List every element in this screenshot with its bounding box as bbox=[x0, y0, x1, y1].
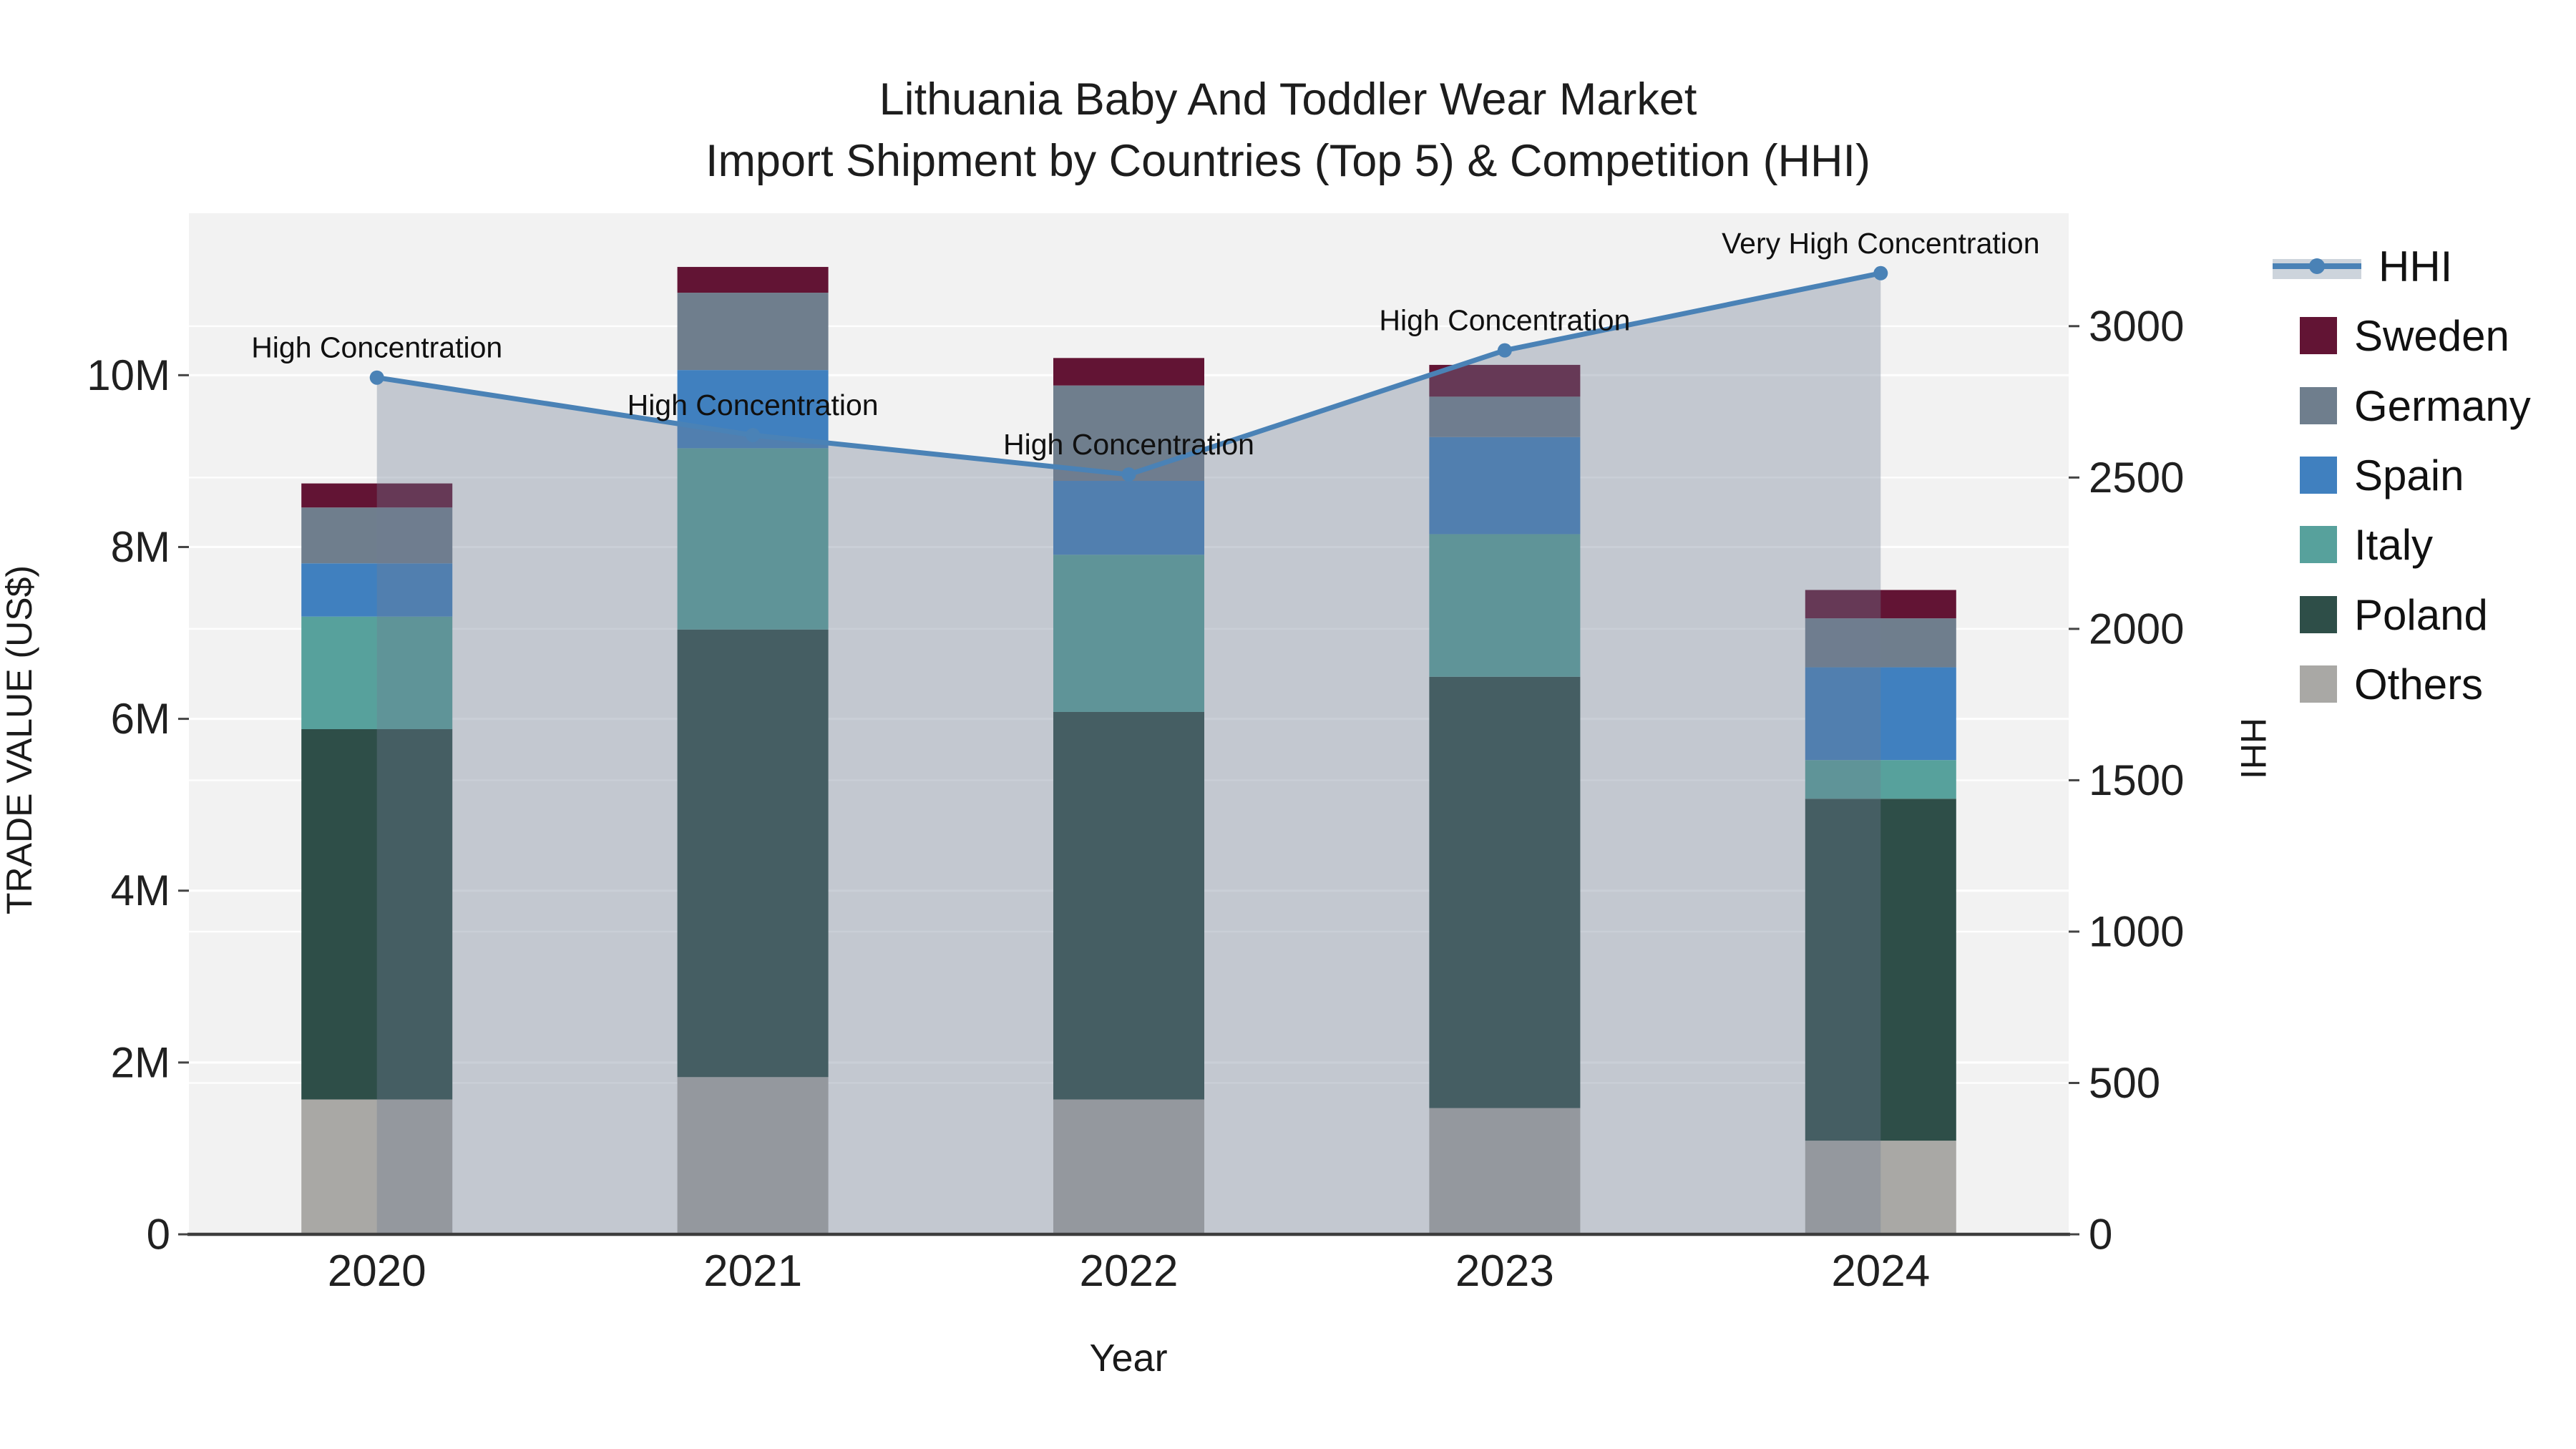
legend-item-germany[interactable]: Germany bbox=[2300, 382, 2531, 430]
bar-segment-italy-2023[interactable] bbox=[1429, 534, 1581, 677]
bar-segment-germany-2022[interactable] bbox=[1053, 385, 1204, 482]
bar-segment-others-2024[interactable] bbox=[1805, 1141, 1956, 1234]
legend-label-hhi: HHI bbox=[2379, 242, 2453, 291]
legend-swatch-germany bbox=[2300, 387, 2337, 424]
legend-label-poland: Poland bbox=[2354, 590, 2488, 639]
bar-segment-others-2021[interactable] bbox=[677, 1077, 829, 1234]
hhi-marker-2023[interactable] bbox=[1497, 343, 1512, 358]
legend-swatch-hhi-line-icon bbox=[2273, 246, 2361, 286]
annotation-2024: Very High Concentration bbox=[1722, 227, 2039, 260]
right-tick-label: 2500 bbox=[2089, 454, 2184, 502]
right-tick-label: 3000 bbox=[2089, 302, 2184, 350]
x-tick-label-2022: 2022 bbox=[1080, 1246, 1179, 1296]
bar-segment-sweden-2022[interactable] bbox=[1053, 358, 1204, 386]
bar-segment-italy-2021[interactable] bbox=[677, 448, 829, 630]
x-tick-label-2020: 2020 bbox=[328, 1246, 426, 1296]
hhi-marker-2022[interactable] bbox=[1121, 467, 1136, 482]
y-tick-label: 0 bbox=[147, 1211, 170, 1259]
legend-label-spain: Spain bbox=[2354, 451, 2464, 499]
right-tick-label: 0 bbox=[2089, 1211, 2112, 1259]
bar-segment-poland-2022[interactable] bbox=[1053, 711, 1204, 1100]
bar-segment-germany-2023[interactable] bbox=[1429, 396, 1581, 437]
legend-item-sweden[interactable]: Sweden bbox=[2300, 312, 2509, 360]
legend-item-spain[interactable]: Spain bbox=[2300, 451, 2464, 499]
bar-segment-italy-2020[interactable] bbox=[301, 616, 453, 730]
x-tick-label-2021: 2021 bbox=[703, 1246, 802, 1296]
legend-label-others: Others bbox=[2354, 660, 2484, 708]
bar-segment-italy-2022[interactable] bbox=[1053, 555, 1204, 712]
legend-item-italy[interactable]: Italy bbox=[2300, 521, 2433, 569]
chart-title-line2: Import Shipment by Countries (Top 5) & C… bbox=[705, 136, 1871, 186]
bar-segment-others-2023[interactable] bbox=[1429, 1108, 1581, 1234]
bar-segment-poland-2021[interactable] bbox=[677, 629, 829, 1078]
legend-swatch-poland bbox=[2300, 596, 2337, 633]
legend-swatch-spain bbox=[2300, 457, 2337, 494]
y-axis-title: TRADE VALUE (US$) bbox=[0, 565, 39, 914]
chart-title: Lithuania Baby And Toddler Wear Market I… bbox=[0, 69, 2576, 192]
x-tick-label-2024: 2024 bbox=[1831, 1246, 1930, 1296]
bar-segment-sweden-2023[interactable] bbox=[1429, 364, 1581, 397]
bar-segment-sweden-2021[interactable] bbox=[677, 267, 829, 293]
hhi-marker-2020[interactable] bbox=[369, 370, 384, 385]
bar-segment-spain-2024[interactable] bbox=[1805, 667, 1956, 761]
right-axis-title: HHI bbox=[2233, 718, 2273, 779]
bar-segment-others-2020[interactable] bbox=[301, 1099, 453, 1234]
bar-segment-germany-2020[interactable] bbox=[301, 507, 453, 564]
right-tick-label: 500 bbox=[2089, 1059, 2160, 1107]
hhi-marker-2024[interactable] bbox=[1873, 265, 1888, 280]
annotation-2020: High Concentration bbox=[251, 331, 502, 364]
bar-segment-germany-2024[interactable] bbox=[1805, 618, 1956, 668]
legend-swatch-italy bbox=[2300, 526, 2337, 563]
bar-segment-poland-2020[interactable] bbox=[301, 729, 453, 1100]
chart-title-line1: Lithuania Baby And Toddler Wear Market bbox=[879, 74, 1697, 125]
annotation-2022: High Concentration bbox=[1003, 428, 1254, 461]
x-axis-title: Year bbox=[1089, 1337, 1167, 1380]
legend-item-others[interactable]: Others bbox=[2300, 660, 2484, 708]
y-tick-label: 10M bbox=[87, 351, 170, 399]
bar-segment-sweden-2024[interactable] bbox=[1805, 590, 1956, 619]
legend-label-germany: Germany bbox=[2354, 381, 2531, 430]
annotation-2023: High Concentration bbox=[1379, 304, 1630, 337]
y-tick-label: 4M bbox=[111, 867, 170, 914]
hhi-area-fill bbox=[376, 273, 1881, 1234]
y-tick-label: 6M bbox=[111, 695, 170, 743]
annotation-2021: High Concentration bbox=[628, 389, 879, 421]
right-tick-label: 2000 bbox=[2089, 605, 2184, 653]
bar-segment-spain-2020[interactable] bbox=[301, 563, 453, 617]
legend-label-sweden: Sweden bbox=[2354, 311, 2509, 360]
bar-segment-spain-2022[interactable] bbox=[1053, 481, 1204, 555]
y-tick-label: 2M bbox=[111, 1038, 170, 1086]
bar-segment-poland-2024[interactable] bbox=[1805, 799, 1956, 1141]
right-tick-label: 1000 bbox=[2089, 907, 2184, 955]
bar-segment-germany-2021[interactable] bbox=[677, 293, 829, 371]
legend-swatch-others bbox=[2300, 665, 2337, 703]
legend-item-hhi[interactable]: HHI bbox=[2273, 242, 2453, 291]
y-tick-label: 8M bbox=[111, 523, 170, 571]
bar-segment-italy-2024[interactable] bbox=[1805, 760, 1956, 799]
x-tick-label-2023: 2023 bbox=[1455, 1246, 1554, 1296]
right-tick-label: 1500 bbox=[2089, 756, 2184, 804]
bar-segment-others-2022[interactable] bbox=[1053, 1099, 1204, 1234]
bar-segment-sweden-2020[interactable] bbox=[301, 483, 453, 508]
hhi-marker-2021[interactable] bbox=[746, 428, 761, 443]
bar-segment-poland-2023[interactable] bbox=[1429, 676, 1581, 1108]
bar-segment-spain-2023[interactable] bbox=[1429, 436, 1581, 535]
legend-label-italy: Italy bbox=[2354, 520, 2434, 569]
legend-swatch-sweden bbox=[2300, 317, 2337, 354]
legend-item-poland[interactable]: Poland bbox=[2300, 591, 2488, 639]
